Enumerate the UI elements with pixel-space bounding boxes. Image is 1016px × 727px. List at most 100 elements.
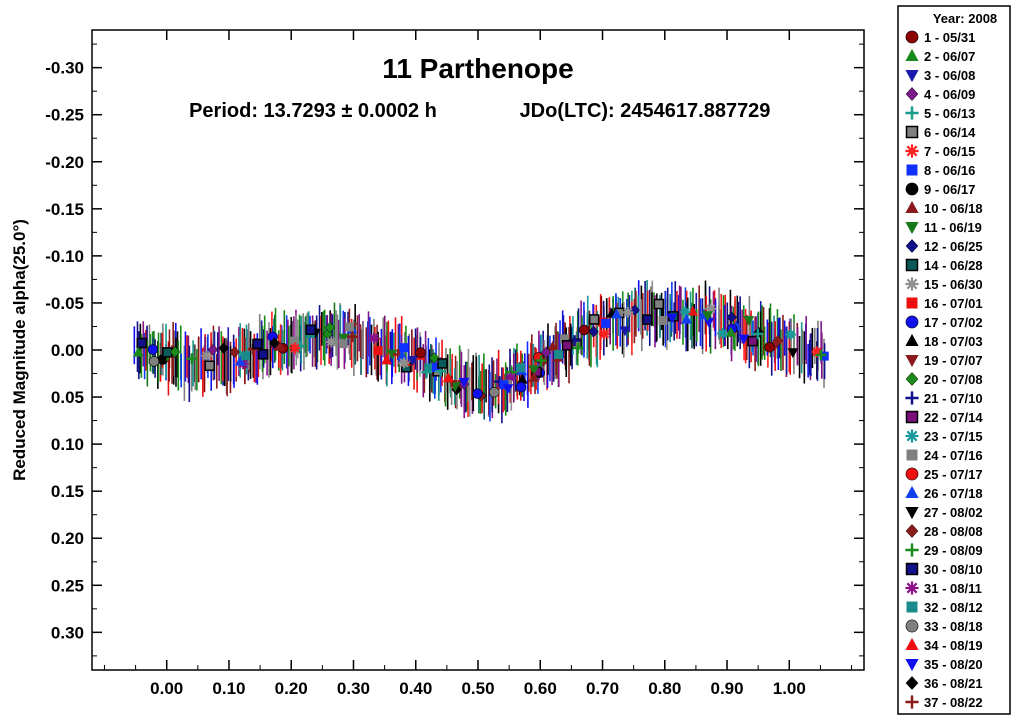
data-point-ray: [785, 329, 796, 340]
legend-label: 10 - 06/18: [924, 201, 983, 216]
data-point-shape: [324, 321, 336, 334]
legend-marker-shape: [905, 372, 919, 386]
legend-marker: [905, 200, 919, 213]
data-point-ray: [369, 333, 379, 343]
legend-label: 20 - 07/08: [924, 372, 983, 387]
data-point-shape: [338, 333, 350, 344]
legend-marker: [905, 277, 919, 291]
legend-marker: [905, 315, 919, 329]
legend-marker-shape: [905, 315, 919, 329]
data-point: [747, 335, 758, 347]
data-point: [588, 325, 599, 338]
data-point-shape: [703, 317, 715, 328]
data-point: [147, 344, 159, 355]
data-point-shape: [241, 351, 251, 361]
legend-label: 36 - 08/21: [924, 676, 983, 691]
x-tick-label: 0.10: [212, 679, 245, 698]
data-point-ray: [399, 358, 409, 368]
data-point-shape: [561, 340, 573, 351]
data-point: [703, 317, 715, 328]
data-point: [345, 322, 355, 332]
data-point-shape: [218, 342, 229, 354]
data-point: [653, 298, 665, 310]
legend-marker-shape: [905, 485, 919, 498]
legend-marker-shape: [905, 524, 919, 538]
data-point-shape: [528, 371, 540, 382]
legend-marker: [905, 581, 919, 595]
data-point-shape: [407, 356, 419, 366]
legend-marker: [905, 70, 919, 83]
legend-label: 11 - 06/19: [924, 220, 982, 235]
data-point: [528, 371, 540, 382]
data-point: [252, 338, 263, 350]
data-point: [407, 356, 419, 366]
data-point: [305, 324, 316, 335]
data-point: [752, 328, 764, 340]
data-point: [186, 353, 198, 365]
data-point: [611, 308, 622, 319]
data-point: [415, 347, 426, 358]
legend-marker: [905, 144, 919, 158]
data-point-shape: [743, 316, 755, 327]
legend-marker-shape: [905, 182, 919, 196]
data-point-shape: [458, 377, 470, 388]
data-point-ray: [201, 351, 212, 361]
y-tick-label: 0.20: [51, 529, 84, 548]
legend-marker: [905, 333, 919, 346]
legend-label: 25 - 07/17: [924, 467, 983, 482]
legend-marker-ray: [906, 145, 918, 157]
y-tick-label: -0.15: [45, 200, 84, 219]
y-tick-label: 0.05: [51, 388, 84, 407]
data-point-shape: [147, 344, 159, 355]
legend-marker: [905, 87, 919, 101]
legend-label: 22 - 07/14: [924, 410, 983, 425]
data-point-shape: [432, 362, 442, 372]
data-point-shape: [747, 335, 758, 347]
legend-title: Year: 2008: [933, 11, 997, 26]
legend-marker-shape: [905, 507, 919, 520]
data-point: [515, 381, 527, 393]
legend-marker-shape: [905, 659, 919, 672]
data-point-shape: [726, 311, 737, 323]
data-point-ray: [812, 347, 822, 357]
data-point: [458, 377, 470, 388]
legend-label: 33 - 08/18: [924, 619, 983, 634]
legend-marker: [905, 410, 919, 424]
legend-marker-shape: [905, 637, 919, 650]
data-point: [442, 372, 454, 383]
data-point: [229, 346, 240, 358]
legend-marker: [905, 637, 919, 650]
data-points: [132, 280, 829, 424]
x-tick-label: 0.70: [586, 679, 619, 698]
legend-label: 35 - 08/20: [924, 657, 983, 672]
data-point-shape: [396, 349, 408, 360]
data-point: [347, 331, 358, 343]
data-point-shape: [136, 337, 147, 349]
y-tick-label: 0.10: [51, 435, 84, 454]
data-point-shape: [207, 343, 219, 356]
legend-marker: [905, 48, 919, 61]
data-point: [338, 339, 348, 349]
legend-marker: [905, 507, 919, 520]
data-point: [560, 334, 570, 344]
data-point-ray: [623, 307, 633, 317]
data-point: [136, 337, 147, 349]
data-point: [687, 305, 698, 316]
data-point: [207, 343, 219, 356]
data-point: [666, 313, 678, 324]
data-point: [204, 360, 215, 371]
data-point-shape: [489, 386, 500, 398]
data-point-shape: [578, 324, 590, 336]
y-tick-label: 0.00: [51, 341, 84, 360]
legend-marker-shape: [906, 297, 918, 309]
legend-marker: [905, 659, 919, 672]
legend-label: 7 - 06/15: [924, 144, 975, 159]
legend-items: 1 - 05/31 2 - 06/07 3 - 06/08 4 - 06/09 5 - …: [905, 30, 983, 710]
legend-marker-shape: [905, 125, 919, 139]
data-point: [274, 340, 286, 351]
data-point: [234, 355, 246, 366]
data-point-shape: [588, 325, 599, 338]
y-tick-label: 0.15: [51, 482, 84, 501]
legend-marker-ray: [906, 278, 918, 290]
